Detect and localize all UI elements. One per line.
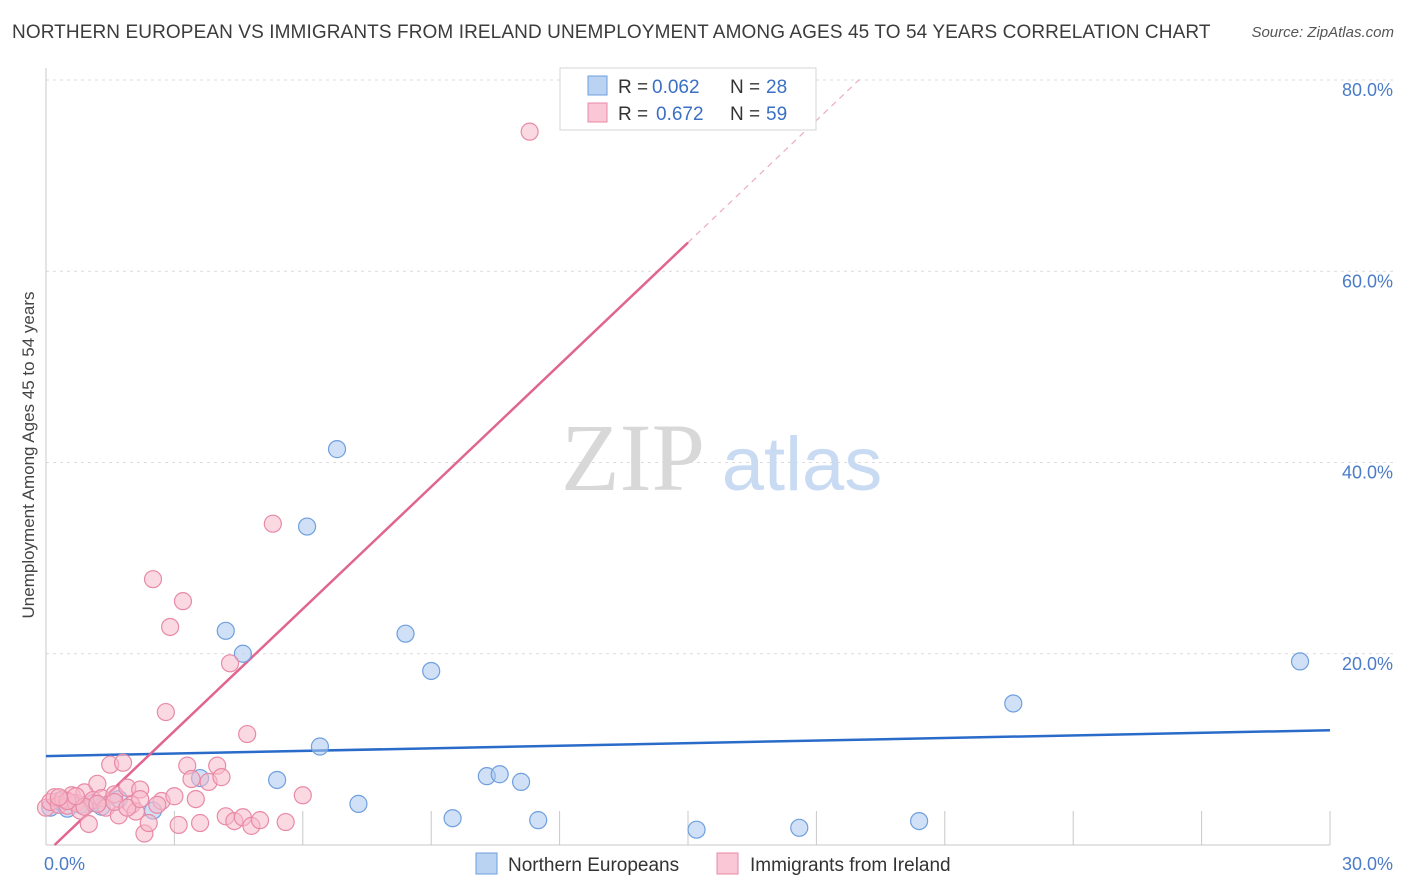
- data-point-immigrants-from-ireland: [520, 122, 539, 141]
- data-point-immigrants-from-ireland: [143, 570, 163, 589]
- data-point-immigrants-from-ireland: [238, 724, 257, 744]
- legend-r-value-2: 0.672: [656, 104, 704, 125]
- data-point-immigrants-from-ireland: [263, 514, 282, 533]
- legend-n-value-2: 59: [766, 104, 787, 125]
- legend-r-label-1: R =: [618, 77, 648, 98]
- data-point-northern-europeans: [297, 517, 317, 536]
- bottom-legend: Northern Europeans Immigrants from Irela…: [475, 852, 951, 876]
- data-point-northern-europeans: [443, 809, 462, 828]
- legend-swatch-blue: [587, 75, 608, 96]
- data-point-immigrants-from-ireland: [49, 788, 68, 807]
- y-tick-label: 40.0%: [1342, 463, 1393, 483]
- data-point-immigrants-from-ireland: [186, 789, 205, 809]
- data-point-northern-europeans: [268, 770, 287, 790]
- bottom-legend-label-1: Northern Europeans: [508, 855, 679, 876]
- data-point-immigrants-from-ireland: [173, 592, 193, 611]
- data-point-northern-europeans: [511, 772, 531, 791]
- data-point-northern-europeans: [687, 820, 706, 839]
- watermark-zip: ZIP: [561, 404, 705, 511]
- data-point-northern-europeans: [790, 818, 809, 837]
- data-point-immigrants-from-ireland: [79, 814, 98, 834]
- data-point-immigrants-from-ireland: [190, 813, 210, 833]
- data-point-northern-europeans: [490, 765, 509, 784]
- data-point-immigrants-from-ireland: [118, 798, 137, 817]
- trend-line-immigrants-from-ireland: [53, 241, 689, 846]
- watermark-atlas: atlas: [722, 422, 883, 507]
- y-tick-label: 80.0%: [1342, 80, 1393, 100]
- data-point-northern-europeans: [216, 621, 235, 640]
- data-point-immigrants-from-ireland: [88, 794, 107, 813]
- legend-n-label-1: N =: [730, 77, 760, 98]
- chart-title: NORTHERN EUROPEAN VS IMMIGRANTS FROM IRE…: [12, 22, 1211, 43]
- x-tick-label-max: 30.0%: [1342, 854, 1393, 874]
- y-axis-label: Unemployment Among Ages 45 to 54 years: [19, 292, 38, 619]
- watermark: ZIP atlas: [561, 404, 882, 511]
- data-point-immigrants-from-ireland: [293, 786, 312, 805]
- y-tick-label: 20.0%: [1342, 654, 1393, 674]
- legend-n-label-2: N =: [730, 104, 760, 125]
- trend-lines: [45, 79, 1331, 846]
- data-point-immigrants-from-ireland: [182, 769, 201, 789]
- bottom-legend-swatch-pink: [716, 852, 739, 875]
- data-point-immigrants-from-ireland: [66, 787, 86, 806]
- data-point-northern-europeans: [310, 737, 330, 756]
- legend-n-value-1: 28: [766, 77, 787, 98]
- gridlines: [46, 79, 1393, 655]
- legend-r-label-2: R =: [618, 104, 648, 125]
- data-point-immigrants-from-ireland: [165, 787, 184, 806]
- data-point-northern-europeans: [422, 661, 441, 681]
- legend-swatch-pink: [587, 102, 608, 123]
- bottom-legend-swatch-blue: [475, 852, 498, 875]
- x-tick-label-min: 0.0%: [44, 854, 85, 874]
- trend-line-northern-europeans: [45, 729, 1331, 758]
- data-point-immigrants-from-ireland: [276, 812, 295, 832]
- data-point-immigrants-from-ireland: [220, 654, 240, 673]
- data-point-immigrants-from-ireland: [212, 768, 231, 787]
- data-point-northern-europeans: [233, 644, 252, 663]
- legend-r-value-1: 0.062: [652, 77, 700, 98]
- data-point-immigrants-from-ireland: [161, 617, 180, 637]
- tick-labels: 20.0% 40.0% 60.0% 80.0% 0.0% 30.0%: [44, 80, 1393, 874]
- axes: [45, 68, 1331, 846]
- data-point-immigrants-from-ireland: [250, 811, 270, 830]
- y-tick-label: 60.0%: [1342, 271, 1393, 291]
- series-immigrants-from-ireland: [36, 122, 539, 843]
- data-point-immigrants-from-ireland: [139, 813, 158, 833]
- data-point-immigrants-from-ireland: [169, 815, 188, 835]
- bottom-legend-label-2: Immigrants from Ireland: [750, 855, 951, 876]
- data-point-northern-europeans: [1290, 652, 1310, 671]
- data-point-northern-europeans: [1004, 694, 1023, 713]
- data-point-northern-europeans: [910, 811, 929, 831]
- data-point-immigrants-from-ireland: [113, 753, 133, 772]
- data-point-northern-europeans: [327, 440, 347, 459]
- data-point-immigrants-from-ireland: [148, 795, 167, 814]
- data-point-northern-europeans: [349, 794, 368, 813]
- data-point-immigrants-from-ireland: [131, 789, 150, 809]
- legend-box: R = 0.062 N = 28 R = 0.672 N = 59: [559, 67, 817, 131]
- data-point-northern-europeans: [529, 811, 548, 830]
- source-credit: Source: ZipAtlas.com: [1251, 24, 1394, 41]
- data-point-northern-europeans: [396, 624, 415, 643]
- data-point-immigrants-from-ireland: [156, 702, 175, 722]
